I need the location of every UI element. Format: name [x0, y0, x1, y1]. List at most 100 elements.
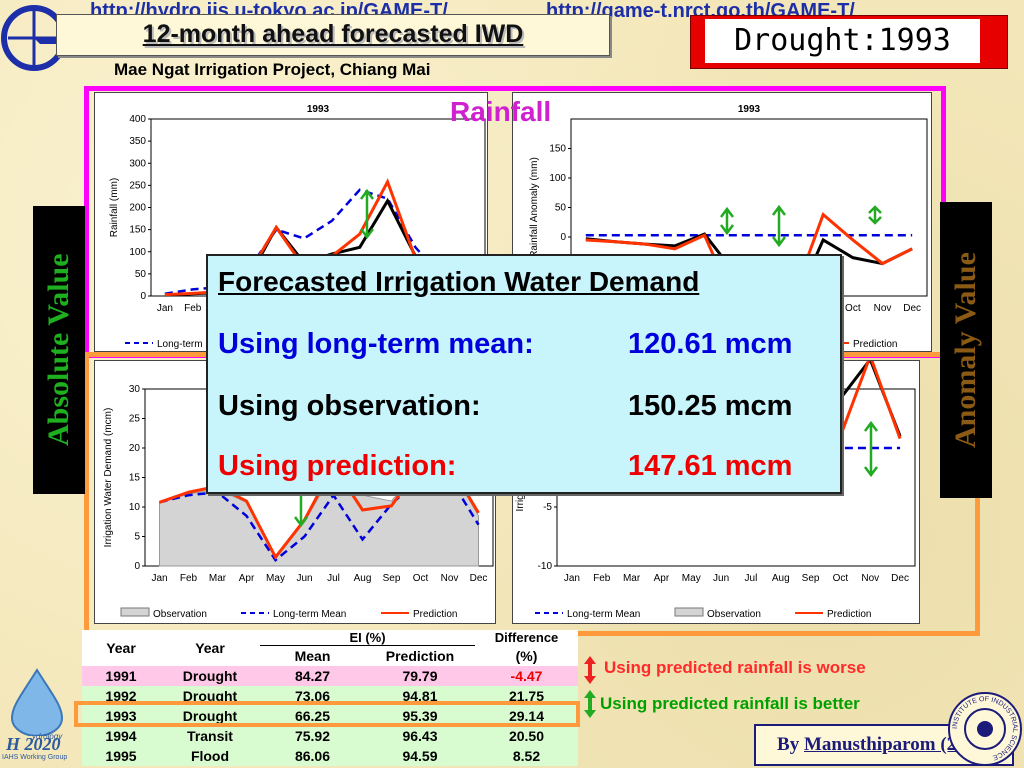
x-tick-label: Nov	[874, 303, 892, 314]
y-tick-label: 20	[129, 443, 141, 454]
cell-year: 1994	[105, 728, 137, 744]
x-tick-label: Nov	[861, 573, 879, 584]
y-tick-label: 100	[129, 247, 146, 258]
y-tick-label: 350	[129, 136, 146, 147]
legend-label: Observation	[153, 609, 207, 620]
series-line-long-term-mean	[164, 188, 472, 296]
y-tick-label: 5	[134, 532, 140, 543]
cell-type: Drought	[182, 708, 238, 724]
th-difference: Difference	[494, 630, 559, 646]
cell-difference: 20.50	[508, 728, 545, 744]
chart-title: 1993	[738, 104, 761, 115]
cell-year: 1992	[105, 688, 137, 704]
cell-year: 1993	[105, 708, 137, 724]
note-worse: Using predicted rainfall is worse	[604, 658, 866, 677]
y-tick-label: 50	[135, 269, 147, 280]
legend-entry: Observation	[120, 607, 207, 620]
x-tick-label: Feb	[184, 303, 202, 314]
y-tick-label: 25	[129, 414, 141, 425]
legend-label: Prediction	[413, 609, 457, 620]
y-tick-label: 150	[129, 225, 146, 236]
popup-value-prediction: 147.61 mcm	[628, 450, 793, 482]
cell-type: Transit	[187, 728, 233, 744]
x-tick-label: Jan	[564, 573, 580, 584]
popup-heading: Forecasted Irrigation Water Demand	[218, 266, 700, 297]
green-arrow-icon	[864, 420, 878, 478]
x-tick-label: May	[266, 573, 285, 584]
y-tick-label: 50	[555, 203, 567, 214]
y-axis-label: Rainfall Anomaly (mm)	[529, 157, 540, 258]
cell-difference: 21.75	[508, 688, 545, 704]
credit-by: By	[777, 734, 800, 755]
absolute-value-label-box: Absolute Value	[33, 206, 85, 494]
legend-label: Observation	[707, 609, 761, 620]
x-tick-label: Oct	[413, 573, 429, 584]
chart-title: 1993	[307, 104, 330, 115]
title-box: 12-month ahead forecasted IWD	[56, 14, 610, 56]
forecast-popup: Forecasted Irrigation Water Demand Using…	[206, 254, 842, 494]
x-tick-label: Apr	[654, 573, 670, 584]
cell-difference: -4.47	[510, 668, 543, 684]
anomaly-value-label-box: Anomaly Value	[940, 202, 992, 498]
drought-label: Drought:1993	[705, 19, 980, 63]
th-pct: (%)	[515, 647, 538, 664]
x-tick-label: Dec	[903, 303, 921, 314]
y-tick-label: -5	[543, 502, 552, 513]
hydrology-logo-sub: IAHS Working Group	[2, 754, 68, 761]
cell-mean: 66.25	[294, 708, 331, 724]
popup-value-mean: 120.61 mcm	[628, 328, 793, 360]
y-axis-label: Rainfall (mm)	[109, 178, 120, 237]
cell-mean: 84.27	[294, 668, 331, 684]
legend-entry: Prediction	[795, 609, 871, 620]
y-tick-label: 0	[134, 561, 140, 572]
x-tick-label: Feb	[593, 573, 611, 584]
x-tick-label: Jun	[713, 573, 729, 584]
x-tick-label: Nov	[441, 573, 459, 584]
popup-label-mean: Using long-term mean:	[218, 328, 534, 360]
th-prediction: Prediction	[385, 648, 455, 664]
y-tick-label: 30	[129, 384, 141, 395]
y-tick-label: 0	[140, 291, 146, 302]
popup-label-prediction: Using prediction:	[218, 450, 457, 482]
y-tick-label: 100	[549, 173, 566, 184]
hydrology-logo-word: ydrology	[32, 732, 63, 741]
y-tick-label: 300	[129, 158, 146, 169]
cell-prediction: 94.81	[402, 688, 438, 704]
institute-seal-icon: INSTITUTE OF INDUSTRIAL SCIENCE	[948, 692, 1022, 766]
x-tick-label: Mar	[209, 573, 227, 584]
x-tick-label: Sep	[802, 573, 820, 584]
page-title: 12-month ahead forecasted IWD	[142, 20, 524, 48]
popup-label-observation: Using observation:	[218, 390, 481, 422]
y-tick-label: 250	[129, 180, 146, 191]
hydrology-logo: H 2020 ydrology IAHS Working Group	[2, 666, 72, 766]
x-tick-label: Jun	[296, 573, 312, 584]
cell-year: 1991	[105, 668, 137, 684]
rainfall-label: Rainfall	[450, 96, 552, 127]
green-arrow-icon	[868, 205, 882, 225]
x-tick-label: Mar	[623, 573, 641, 584]
highlight-1993	[74, 701, 580, 727]
x-tick-label: Jul	[745, 573, 758, 584]
y-tick-label: 200	[129, 203, 146, 214]
cell-prediction: 79.79	[402, 668, 438, 684]
popup-value-observation: 150.25 mcm	[628, 390, 793, 422]
cell-difference: 29.14	[508, 708, 545, 724]
x-tick-label: Dec	[470, 573, 488, 584]
green-arrow-icon	[360, 188, 374, 240]
y-tick-label: 0	[560, 232, 566, 243]
absolute-value-label: Absolute Value	[42, 253, 75, 447]
x-tick-label: Jul	[327, 573, 340, 584]
x-tick-label: Aug	[772, 573, 790, 584]
cell-type: Drought	[182, 668, 238, 684]
y-axis-label: Irrigation Water Demand (mcm)	[103, 408, 114, 548]
legend-label: Long-term	[157, 339, 203, 350]
th-mean: Mean	[294, 648, 331, 664]
y-tick-label: -10	[538, 561, 553, 572]
legend-label: Long-term Mean	[273, 609, 346, 620]
cell-mean: 73.06	[294, 688, 331, 704]
x-tick-label: May	[682, 573, 701, 584]
updown-arrow-red-icon	[584, 656, 596, 684]
credit-author: Manusthiparom (2003)	[803, 734, 991, 755]
anomaly-value-label: Anomaly Value	[949, 252, 982, 448]
legend-entry: Long-term	[125, 339, 203, 350]
